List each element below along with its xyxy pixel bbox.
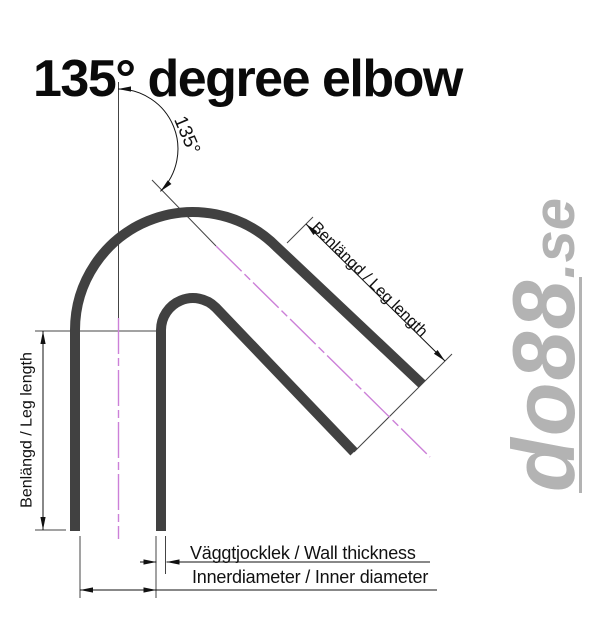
watermark-label: do88.se <box>494 198 593 492</box>
arrowhead <box>306 224 318 235</box>
tube-inner-contour <box>156 293 358 531</box>
watermark-logo: do88.se <box>494 198 593 493</box>
inner-diameter-label: Innerdiameter / Inner diameter <box>192 567 428 587</box>
arrowhead <box>80 587 93 593</box>
tube-outer-contour <box>70 207 426 531</box>
arrowhead <box>143 587 157 593</box>
angle-dimension-arc <box>117 88 179 192</box>
arrowhead <box>40 517 46 530</box>
page-title: 135° degree elbow <box>33 49 463 108</box>
dimension-lines <box>42 88 446 591</box>
right-leg-end-extension-line <box>353 353 453 453</box>
watermark-suffix: .se <box>522 198 587 279</box>
arrowhead <box>118 86 131 92</box>
diagonal-leg-centerline <box>215 245 431 458</box>
watermark-main: do88 <box>494 279 593 492</box>
centerlines <box>117 245 431 539</box>
arrowheads <box>40 86 445 593</box>
angle-dimension-label: 135° <box>169 113 204 157</box>
right-leg-start-extension-line <box>286 216 314 244</box>
arrowhead <box>143 559 157 565</box>
wall-thickness-label: Väggtjocklek / Wall thickness <box>190 543 416 563</box>
left-leg-length-label: Benlängd / Leg length <box>19 352 36 508</box>
arrowhead <box>160 180 172 192</box>
arrowhead <box>40 331 46 344</box>
right-leg-dimension-line <box>305 223 446 362</box>
arrowhead <box>433 350 445 361</box>
elbow-tube <box>70 207 426 531</box>
arrowhead <box>166 559 180 565</box>
right-leg-length-label: Benlängd / Leg length <box>308 219 431 340</box>
